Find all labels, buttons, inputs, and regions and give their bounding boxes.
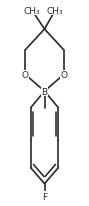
Text: O: O <box>22 71 29 80</box>
Text: CH₃: CH₃ <box>47 7 63 16</box>
Text: F: F <box>42 192 47 201</box>
Text: CH₃: CH₃ <box>24 7 40 16</box>
Text: O: O <box>60 71 67 80</box>
Text: B: B <box>41 87 48 96</box>
